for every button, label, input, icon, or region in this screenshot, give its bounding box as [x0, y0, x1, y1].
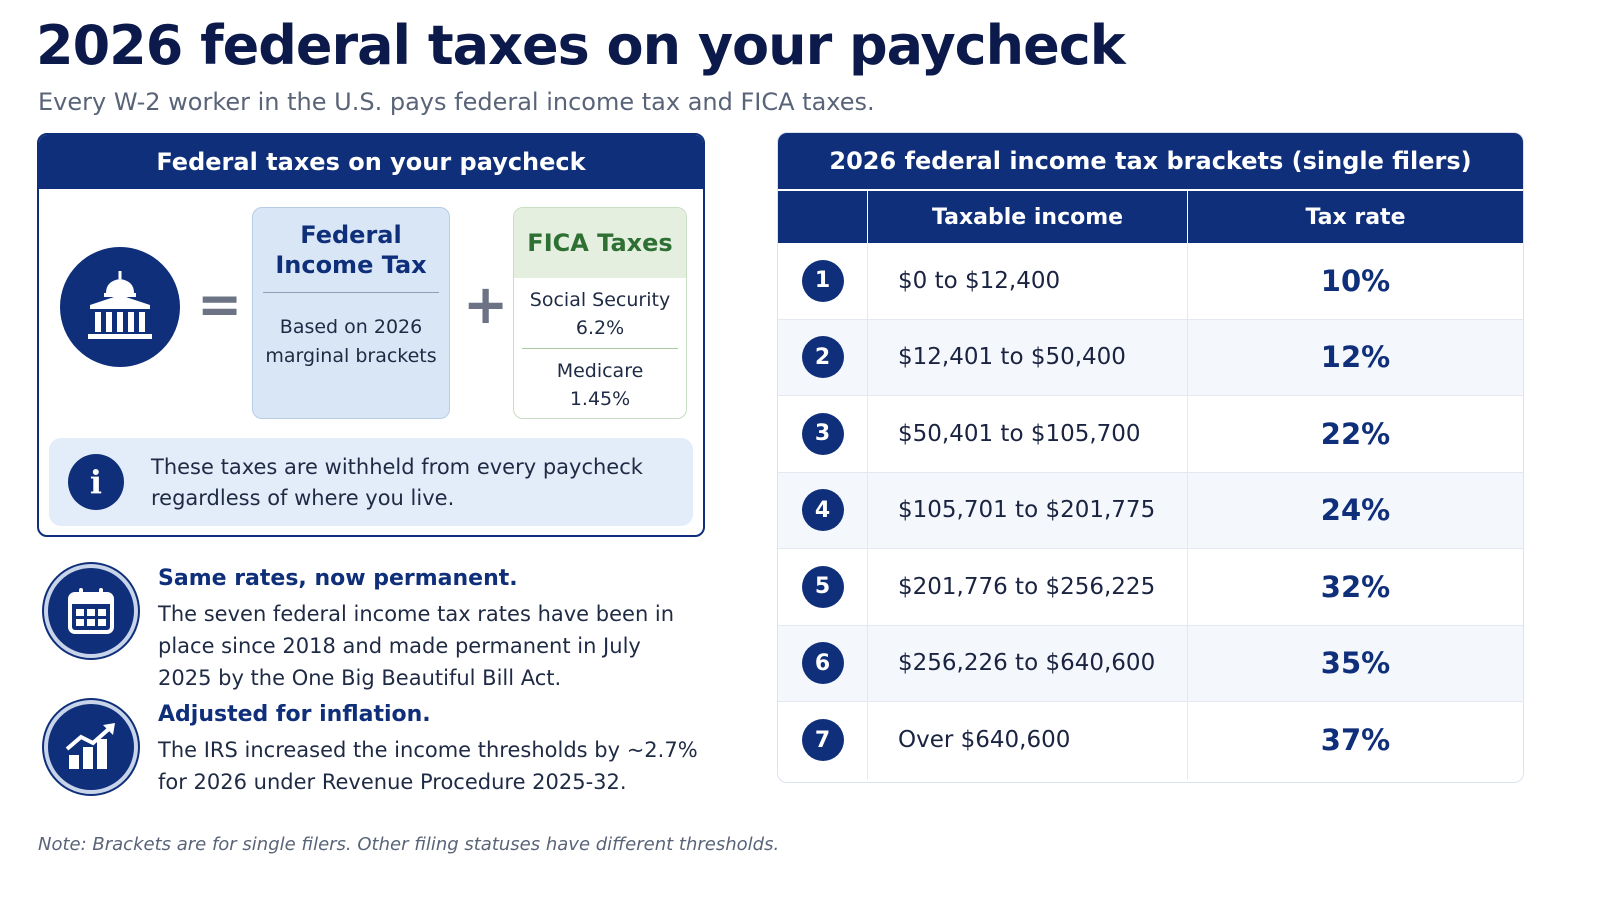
header-taxable-income: Taxable income — [867, 191, 1187, 243]
medicare-row: Medicare 1.45% — [522, 348, 678, 418]
table-row: 7 Over $640,600 37% — [778, 702, 1523, 779]
bracket-number-badge: 1 — [801, 259, 844, 302]
growth-chart-icon — [44, 700, 138, 794]
feature-body: The seven federal income tax rates have … — [158, 602, 675, 690]
taxable-income-cell: $256,226 to $640,600 — [867, 625, 1187, 701]
taxable-income-cell: Over $640,600 — [867, 702, 1187, 779]
card-header: Federal taxes on your paycheck — [39, 135, 703, 189]
bracket-number-badge: 7 — [801, 719, 844, 762]
federal-income-tax-title: Federal Income Tax — [263, 208, 439, 293]
taxable-income-cell: $50,401 to $105,700 — [867, 396, 1187, 472]
info-text: These taxes are withheld from every payc… — [151, 455, 643, 510]
federal-income-tax-description: Based on 2026 marginal brackets — [265, 316, 437, 367]
info-icon: i — [68, 454, 124, 510]
plus-sign: + — [463, 273, 509, 336]
table-body: 1 $0 to $12,400 10% 2 $12,401 to $50,400… — [778, 243, 1523, 779]
table-row: 5 $201,776 to $256,225 32% — [778, 549, 1523, 626]
table-row: 2 $12,401 to $50,400 12% — [778, 319, 1523, 396]
page-subtitle: Every W-2 worker in the U.S. pays federa… — [38, 88, 875, 116]
taxable-income-cell: $201,776 to $256,225 — [867, 549, 1187, 625]
feature-body: The IRS increased the income thresholds … — [158, 738, 698, 794]
withholding-info-box: i These taxes are withheld from every pa… — [49, 438, 693, 526]
tax-rate-cell: 32% — [1187, 549, 1523, 625]
table-row: 6 $256,226 to $640,600 35% — [778, 625, 1523, 702]
equals-sign: = — [197, 273, 243, 336]
taxable-income-cell: $12,401 to $50,400 — [867, 319, 1187, 395]
tax-rate-cell: 24% — [1187, 472, 1523, 548]
tax-rate-cell: 12% — [1187, 319, 1523, 395]
table-header-row: Taxable income Tax rate — [778, 191, 1523, 243]
table-row: 4 $105,701 to $201,775 24% — [778, 472, 1523, 549]
tax-brackets-table: 2026 federal income tax brackets (single… — [777, 132, 1524, 783]
taxable-income-cell: $0 to $12,400 — [867, 243, 1187, 319]
header-tax-rate: Tax rate — [1187, 191, 1523, 243]
fica-taxes-box: FICA Taxes Social Security 6.2% Medicare… — [513, 207, 687, 419]
federal-income-tax-box: Federal Income Tax Based on 2026 margina… — [252, 207, 450, 419]
bracket-number-badge: 2 — [801, 336, 844, 379]
taxable-income-cell: $105,701 to $201,775 — [867, 472, 1187, 548]
bracket-number-badge: 5 — [801, 565, 844, 608]
social-security-row: Social Security 6.2% — [529, 289, 671, 339]
table-row: 3 $50,401 to $105,700 22% — [778, 396, 1523, 473]
tax-rate-cell: 35% — [1187, 625, 1523, 701]
header-number-column — [778, 191, 867, 243]
table-title: 2026 federal income tax brackets (single… — [778, 133, 1523, 191]
feature-title: Adjusted for inflation. — [158, 702, 431, 727]
tax-rate-cell: 22% — [1187, 396, 1523, 472]
calendar-icon — [44, 564, 138, 658]
paycheck-taxes-card: Federal taxes on your paycheck = Federal… — [37, 133, 705, 537]
fica-title: FICA Taxes — [514, 208, 686, 278]
bracket-number-badge: 4 — [801, 489, 844, 532]
footnote: Note: Brackets are for single filers. Ot… — [38, 834, 780, 855]
table-row: 1 $0 to $12,400 10% — [778, 243, 1523, 320]
bracket-number-badge: 3 — [801, 412, 844, 455]
tax-rate-cell: 37% — [1187, 702, 1523, 779]
tax-rate-cell: 10% — [1187, 243, 1523, 319]
page-title: 2026 federal taxes on your paycheck — [36, 14, 1126, 77]
bracket-number-badge: 6 — [801, 642, 844, 685]
government-building-icon — [60, 247, 180, 367]
feature-title: Same rates, now permanent. — [158, 566, 518, 591]
